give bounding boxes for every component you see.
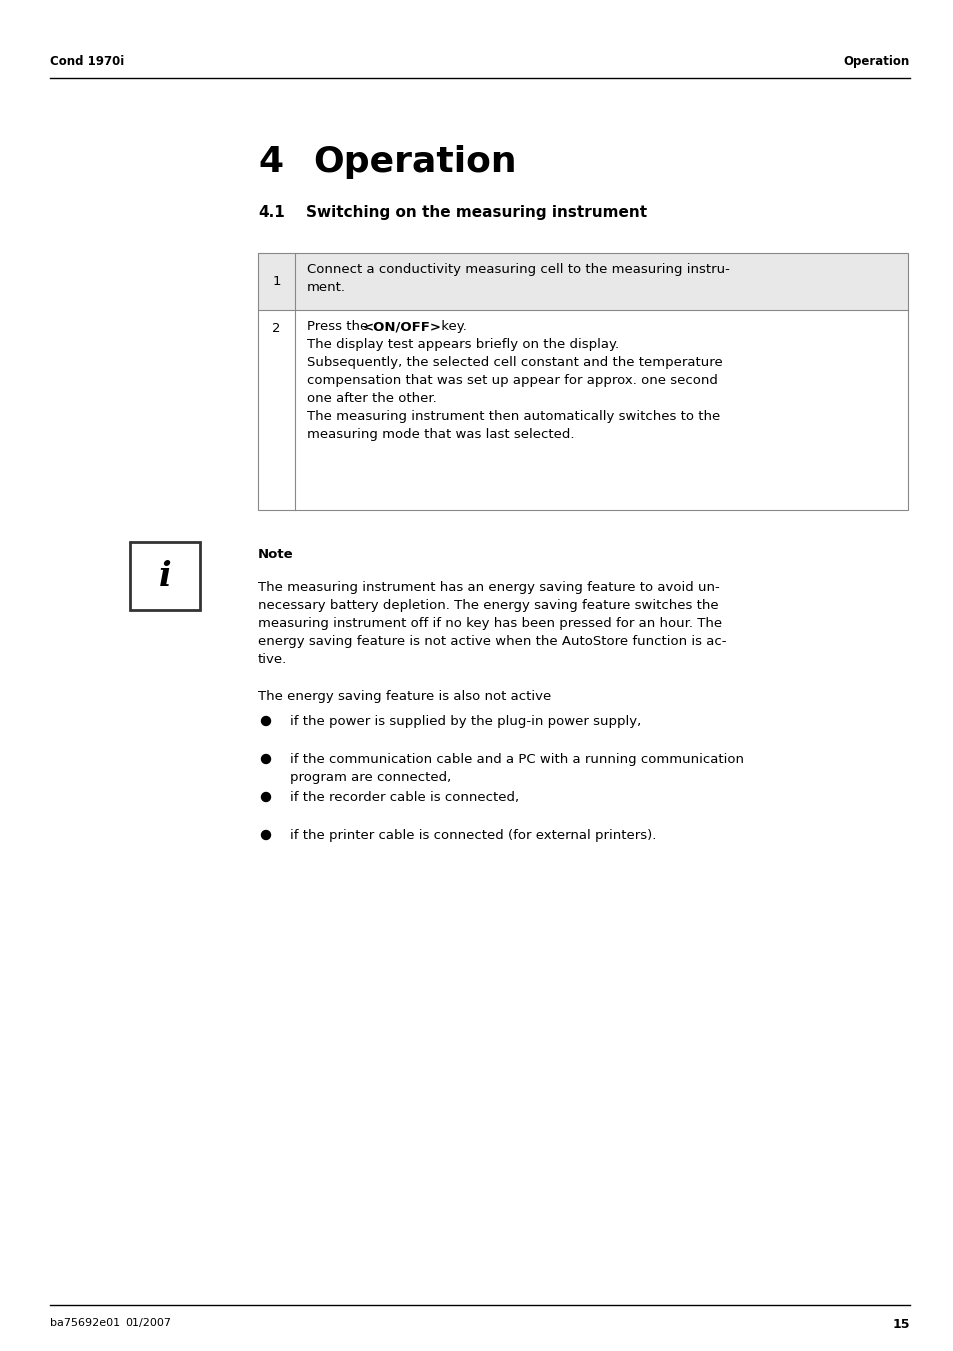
Text: ba75692e01: ba75692e01 — [50, 1319, 120, 1328]
Text: if the power is supplied by the plug-in power supply,: if the power is supplied by the plug-in … — [290, 715, 640, 728]
Text: 15: 15 — [892, 1319, 909, 1331]
Text: Operation: Operation — [842, 55, 909, 68]
Text: i: i — [158, 559, 172, 593]
Text: <ON/OFF>: <ON/OFF> — [363, 320, 441, 332]
Text: The energy saving feature is also not active: The energy saving feature is also not ac… — [257, 690, 551, 703]
Text: Press the: Press the — [307, 320, 372, 332]
Circle shape — [261, 716, 271, 725]
Text: 01/2007: 01/2007 — [125, 1319, 171, 1328]
Text: The measuring instrument has an energy saving feature to avoid un-
necessary bat: The measuring instrument has an energy s… — [257, 581, 726, 666]
Text: Switching on the measuring instrument: Switching on the measuring instrument — [306, 205, 646, 220]
Text: 2: 2 — [272, 322, 280, 335]
Circle shape — [261, 793, 271, 801]
Text: Note: Note — [257, 549, 294, 561]
Bar — [257, 253, 907, 509]
Circle shape — [261, 754, 271, 763]
Bar — [130, 542, 200, 611]
Text: The display test appears briefly on the display.
Subsequently, the selected cell: The display test appears briefly on the … — [307, 338, 722, 440]
Bar — [257, 253, 907, 309]
Text: if the recorder cable is connected,: if the recorder cable is connected, — [290, 790, 518, 804]
Text: key.: key. — [436, 320, 466, 332]
Text: Operation: Operation — [313, 145, 517, 178]
Text: Connect a conductivity measuring cell to the measuring instru-
ment.: Connect a conductivity measuring cell to… — [307, 263, 729, 295]
Circle shape — [261, 831, 271, 839]
Text: 4: 4 — [257, 145, 283, 178]
Text: Cond 1970i: Cond 1970i — [50, 55, 124, 68]
Text: 4.1: 4.1 — [257, 205, 284, 220]
Text: if the communication cable and a PC with a running communication
program are con: if the communication cable and a PC with… — [290, 753, 743, 784]
Text: 1: 1 — [272, 276, 280, 288]
Text: if the printer cable is connected (for external printers).: if the printer cable is connected (for e… — [290, 830, 656, 842]
